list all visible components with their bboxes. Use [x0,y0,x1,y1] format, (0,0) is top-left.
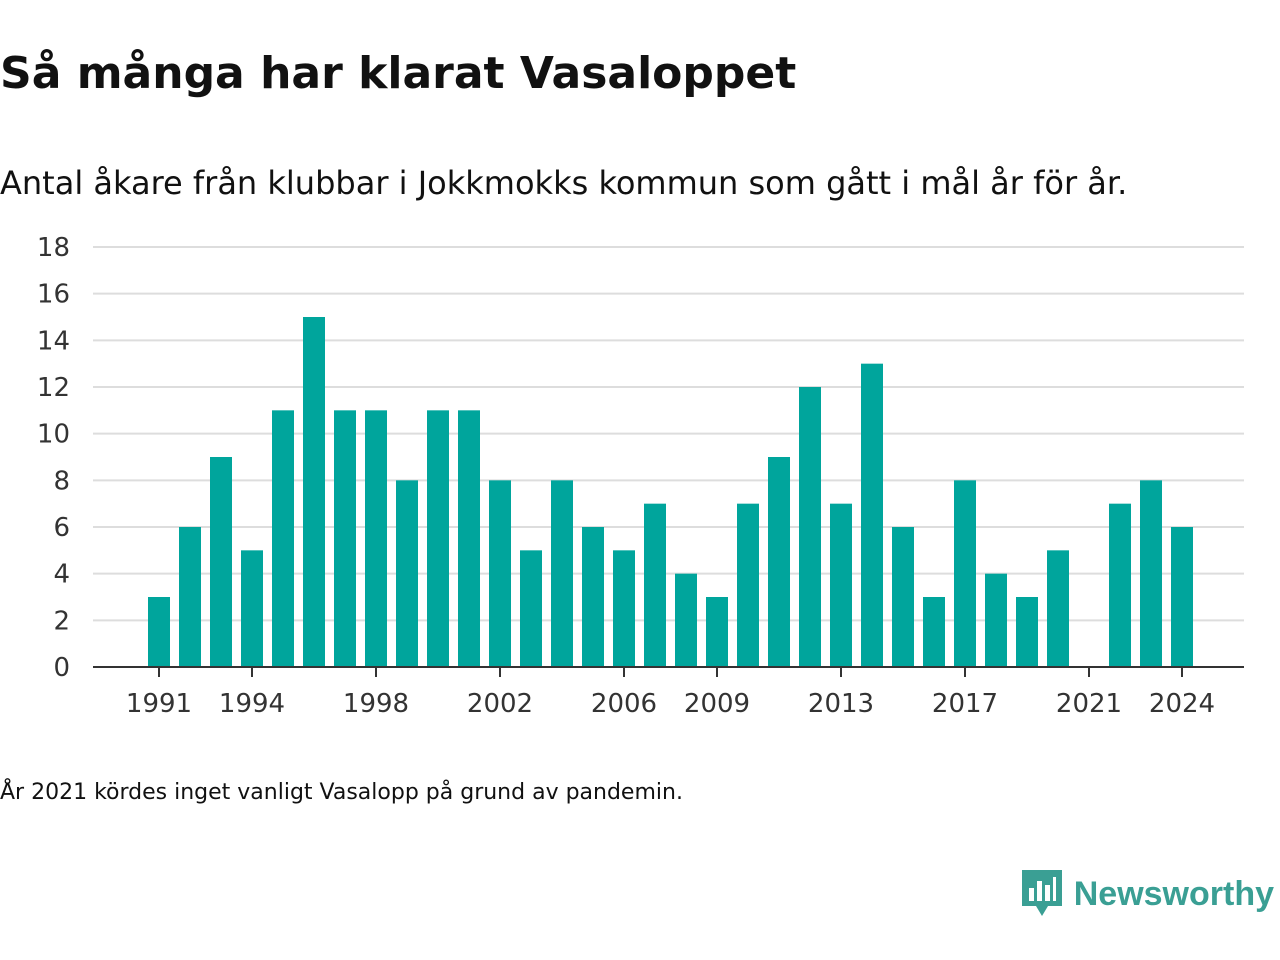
x-tick-label: 2006 [591,689,657,719]
bar-chart: 0 2 4 6 8 10 12 14 16 18 1991 1994 1998 2002 2006 2009 2… [37,233,1244,719]
bar-2010 [737,503,759,667]
bar-2017 [954,480,976,667]
brand-logo: Newsworthy [1021,870,1274,918]
bar-1997 [334,410,356,667]
bar-2011 [768,457,790,667]
bar-1994 [241,550,263,667]
y-tick-label: 8 [53,466,70,496]
bar-2007 [644,503,666,667]
x-tick-label: 2017 [932,689,998,719]
bar-1992 [179,527,201,667]
newsworthy-logo-icon [1021,870,1062,916]
bar-2004 [551,480,573,667]
bar-2009 [706,597,728,667]
y-tick-label: 12 [37,373,70,403]
bar-2018 [985,573,1007,667]
bar-1996 [303,317,325,667]
y-tick-label: 18 [37,233,70,263]
x-tick-label: 2009 [684,689,750,719]
y-tick-label: 2 [53,606,70,636]
bar-2019 [1016,597,1038,667]
x-tick-label: 1994 [219,689,285,719]
y-tick-label: 0 [53,653,70,683]
bar-2012 [799,387,821,667]
footnote: År 2021 kördes inget vanligt Vasalopp på… [0,780,683,805]
brand-name: Newsworthy [1073,874,1274,913]
y-tick-label: 6 [53,513,70,543]
bar-1998 [365,410,387,667]
x-tick-label: 2024 [1149,689,1215,719]
bar-2005 [582,527,604,667]
axes: 0 2 4 6 8 10 12 14 16 18 1991 1994 1998 2002 2006 2009 2… [37,233,1244,719]
bars [148,317,1193,667]
y-tick-label: 16 [37,280,70,310]
bar-2008 [675,573,697,667]
bar-1993 [210,457,232,667]
y-tick-label: 14 [37,326,70,356]
bar-2000 [427,410,449,667]
x-tick-label: 1991 [126,689,192,719]
x-tick-label: 2002 [467,689,533,719]
grid-lines [93,246,1244,622]
bar-2016 [923,597,945,667]
bar-2015 [892,527,914,667]
y-tick-label: 4 [53,560,70,590]
chart-title: Så många har klarat Vasaloppet [0,48,797,99]
x-tick-label: 2021 [1056,689,1122,719]
y-tick-label: 10 [37,420,70,450]
bar-2022 [1109,503,1131,667]
bar-1999 [396,480,418,667]
bar-1991 [148,597,170,667]
x-tick-label: 1998 [343,689,409,719]
bar-2001 [458,410,480,667]
bar-2006 [613,550,635,667]
bar-2003 [520,550,542,667]
bar-2020 [1047,550,1069,667]
bar-2002 [489,480,511,667]
bar-2024 [1171,527,1193,667]
x-tick-label: 2013 [808,689,874,719]
bar-2023 [1140,480,1162,667]
bar-2014 [861,363,883,667]
bar-2013 [830,503,852,667]
bar-1995 [272,410,294,667]
chart-subtitle: Antal åkare från klubbar i Jokkmokks kom… [0,164,1128,202]
